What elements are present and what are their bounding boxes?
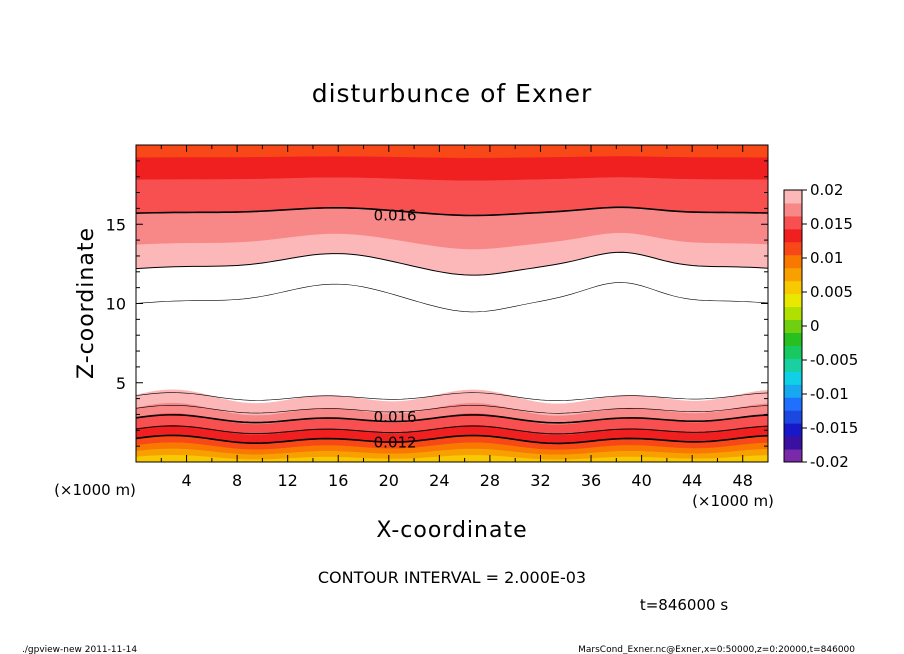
contour-plot: 0.016 0.016 0.012: [135, 144, 769, 463]
colorbar: 0.02 0.015 0.01 0.005 0 -0.005 -0.01 -0.015 -0.0…: [783, 181, 858, 471]
time-text: t=846000 s: [640, 596, 728, 614]
colorbar-tick-label: -0.005: [810, 351, 858, 369]
contour-line: [135, 434, 769, 445]
x-tick-label: 48: [733, 471, 753, 490]
colorbar-segment: [784, 345, 802, 359]
colorbar-segment: [784, 215, 802, 230]
colorbar-tick-label: 0.005: [810, 283, 853, 301]
upper-band: [135, 177, 769, 216]
upper-band: [135, 156, 769, 182]
colorbar-segment: [784, 254, 802, 269]
contour-label-text: 0.016: [374, 207, 417, 225]
z-unit-label: (×1000 m): [54, 481, 136, 499]
contour-line: [135, 206, 769, 217]
contour-label: 0.016: [374, 408, 417, 426]
colorbar-segment: [784, 397, 802, 411]
colorbar-segment: [784, 436, 802, 450]
x-tick-label: 40: [631, 471, 651, 490]
y-axis-label: Z-coordinate: [74, 227, 99, 379]
x-tick-label: 32: [530, 471, 550, 490]
colorbar-segment: [784, 267, 802, 282]
colorbar-segment: [784, 280, 802, 295]
colorbar-tick-label: -0.02: [810, 453, 849, 471]
colorbar-segment: [784, 319, 802, 333]
chart-title: disturbunce of Exner: [312, 79, 593, 108]
x-axis-label: X-coordinate: [376, 518, 527, 543]
colorbar-segment: [784, 241, 802, 256]
y-tick-label: 10: [106, 295, 126, 314]
colorbar-segment: [784, 190, 802, 204]
colorbar-segment: [784, 332, 802, 346]
contour-line: [135, 282, 769, 313]
colorbar-tick-label: 0.01: [810, 249, 843, 267]
colorbar-segment: [784, 228, 802, 243]
colorbar-segment: [784, 423, 802, 437]
x-tick-label: 44: [682, 471, 702, 490]
colorbar-segment: [784, 449, 802, 463]
colorbar-tick-label: -0.01: [810, 385, 849, 403]
x-tick-label: 12: [278, 471, 298, 490]
contour-label-text: 0.012: [374, 433, 417, 451]
contour-line: [135, 251, 769, 276]
colorbar-tick-label: 0.02: [810, 181, 843, 199]
contour-line: [135, 392, 769, 401]
colorbar-tick-label: 0.015: [810, 215, 853, 233]
colorbar-segment: [784, 410, 802, 424]
contour-line: [135, 414, 769, 424]
colorbar-segment: [784, 384, 802, 398]
x-unit-label: (×1000 m): [692, 492, 774, 510]
x-axis-ticks: 4 8 12 16 20 24 28 32 36 40 44 48: [160, 145, 753, 490]
x-tick-label: 8: [232, 471, 242, 490]
x-tick-label: 4: [181, 471, 191, 490]
x-tick-label: 28: [480, 471, 500, 490]
contour-line: [135, 425, 769, 435]
colorbar-segment: [784, 371, 802, 385]
colorbar-segment: [784, 293, 802, 308]
colorbar-tick-label: -0.015: [810, 419, 858, 437]
contour-label: 0.012: [374, 433, 417, 451]
y-tick-label: 15: [106, 215, 126, 234]
x-tick-label: 20: [379, 471, 399, 490]
contour-label: 0.016: [374, 207, 417, 225]
footer-right: MarsCond_Exner.nc@Exner,x=0:50000,z=0:20…: [578, 645, 855, 654]
y-tick-label: 5: [116, 374, 126, 393]
contour-line: [135, 405, 769, 414]
x-tick-label: 16: [328, 471, 348, 490]
contour-label-text: 0.016: [374, 408, 417, 426]
y-axis-ticks: 5 10 15: [106, 160, 768, 447]
x-tick-label: 24: [429, 471, 449, 490]
upper-band: [135, 144, 769, 159]
footer-left: ./gpview-new 2011-11-14: [22, 645, 137, 654]
colorbar-segment: [784, 306, 802, 321]
colorbar-tick-label: 0: [810, 317, 820, 335]
colorbar-segment: [784, 202, 802, 217]
colorbar-segment: [784, 358, 802, 372]
contour-interval-text: CONTOUR INTERVAL = 2.000E-03: [318, 568, 586, 587]
x-tick-label: 36: [581, 471, 601, 490]
